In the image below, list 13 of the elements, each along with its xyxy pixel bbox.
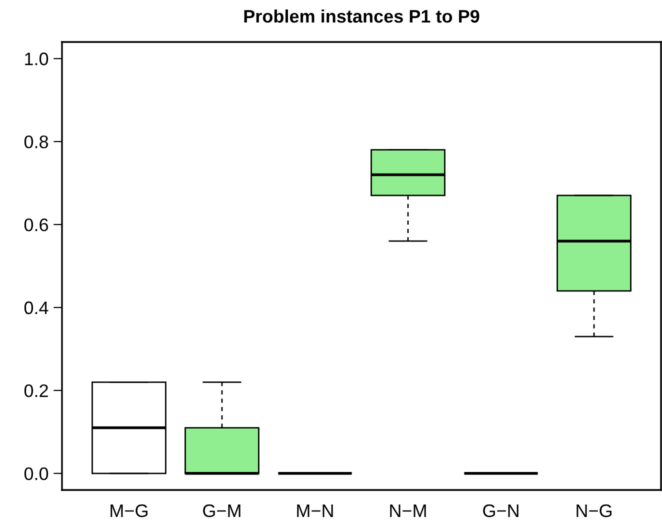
- y-tick-label: 0.6: [24, 218, 48, 232]
- x-tick-label: M−N: [297, 504, 333, 517]
- y-tick-label: 0.0: [24, 467, 48, 480]
- x-tick-label: N−M: [390, 504, 426, 517]
- chart-title: Problem instances P1 to P9: [244, 9, 480, 23]
- x-tick-label: M−G: [110, 504, 148, 518]
- x-tick-label: G−M: [203, 504, 240, 518]
- y-tick-label: 1.0: [25, 52, 48, 66]
- x-tick-label: N−G: [576, 504, 612, 518]
- x-tick-label: G−N: [483, 504, 518, 518]
- y-tick-label: 0.4: [24, 301, 48, 314]
- y-tick-label: 0.8: [24, 135, 48, 148]
- y-tick-label: 0.2: [24, 384, 48, 398]
